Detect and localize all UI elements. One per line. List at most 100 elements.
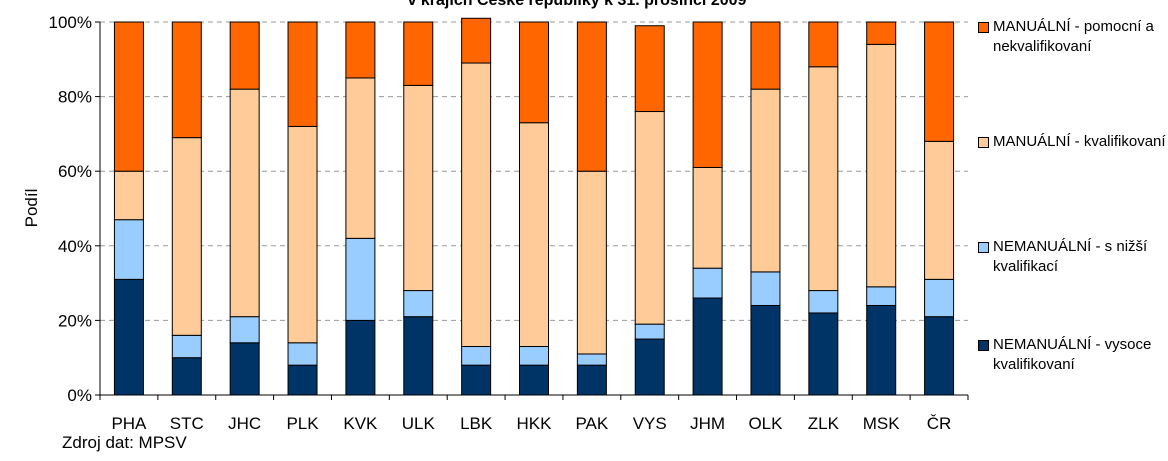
legend-item-nonmanual-high: NEMANUÁLNÍ - vysoce kvalifikovaní xyxy=(978,335,1168,375)
bar-segment xyxy=(461,17,492,64)
chart-title: v krajích České republiky k 31. prosinci… xyxy=(408,0,747,9)
bar-segment xyxy=(113,21,144,172)
bar-segment xyxy=(403,21,434,86)
legend-label: MANUÁLNÍ - pomocní a nekvalifikovaní xyxy=(993,18,1154,55)
legend-label: MANUÁLNÍ - kvalifikovaní xyxy=(993,133,1166,150)
bar-segment xyxy=(692,297,723,396)
y-tick-label: 20% xyxy=(58,311,92,330)
bar-segment xyxy=(171,137,202,336)
bar-segment xyxy=(866,21,897,45)
y-tick-label: 60% xyxy=(58,162,92,181)
legend-item-nonmanual-lower: NEMANUÁLNÍ - s nižší kvalifikací xyxy=(978,237,1168,277)
legend-item-manual-unskilled: MANUÁLNÍ - pomocní a nekvalifikovaní xyxy=(978,17,1168,57)
bar-segment xyxy=(403,316,434,396)
y-ticks: 0% 20% 40% 60% 80% 100% xyxy=(49,13,100,405)
bar-segment xyxy=(808,312,839,396)
bar-segment xyxy=(229,316,260,344)
bar-segment xyxy=(750,271,781,306)
bar-segment xyxy=(345,319,376,396)
bar-segment xyxy=(229,21,260,90)
bar-segment xyxy=(634,323,665,340)
bar-segment xyxy=(461,364,492,396)
x-tick-label: VYS xyxy=(633,414,667,433)
x-tick-label: LBK xyxy=(460,414,493,433)
legend-label: NEMANUÁLNÍ - vysoce kvalifikovaní xyxy=(993,336,1152,373)
bar-segment xyxy=(576,353,607,366)
bar-segment xyxy=(866,286,897,306)
legend-item-manual-skilled: MANUÁLNÍ - kvalifikovaní xyxy=(978,132,1168,152)
bar-segment xyxy=(519,346,549,366)
bar-segment xyxy=(808,21,839,68)
bar-segment xyxy=(171,21,202,139)
legend-swatch xyxy=(978,22,989,33)
bar-segment xyxy=(287,125,318,344)
x-tick-label: ULK xyxy=(402,414,436,433)
bar-segment xyxy=(461,346,492,366)
bar-segment xyxy=(692,267,723,299)
bar-segment xyxy=(750,88,781,273)
bar-segment xyxy=(287,364,318,396)
axes xyxy=(99,22,968,396)
bar-segment xyxy=(345,77,376,239)
bar-segment xyxy=(634,25,665,113)
bars xyxy=(113,17,955,396)
bar-segment xyxy=(345,21,376,79)
bar-segment xyxy=(171,334,202,359)
y-tick-label: 100% xyxy=(49,13,92,32)
bar-segment xyxy=(287,21,318,127)
x-tick-label: ČR xyxy=(927,414,952,433)
bar-segment xyxy=(113,278,144,396)
bar-segment xyxy=(171,357,202,396)
legend-swatch xyxy=(978,137,989,148)
bar-segment xyxy=(808,66,839,292)
bar-segment xyxy=(576,364,607,396)
bar-segment xyxy=(692,21,723,168)
bar-segment xyxy=(924,278,955,318)
y-tick-label: 80% xyxy=(58,88,92,107)
bar-segment xyxy=(750,21,781,90)
bar-segment xyxy=(403,290,434,318)
x-tick-label: JHM xyxy=(690,414,725,433)
x-tick-label: HKK xyxy=(517,414,553,433)
legend-swatch xyxy=(978,340,989,351)
y-tick-label: 0% xyxy=(67,386,92,405)
bar-segment xyxy=(634,111,665,325)
bar-segment xyxy=(924,21,955,142)
bar-segment xyxy=(461,62,492,348)
bar-segment xyxy=(634,338,665,396)
bar-segment xyxy=(692,166,723,269)
bar-segment xyxy=(576,21,607,172)
bar-segment xyxy=(345,237,376,321)
x-tick-label: PHA xyxy=(111,414,147,433)
legend-label: NEMANUÁLNÍ - s nižší kvalifikací xyxy=(993,238,1148,275)
bar-segment xyxy=(576,170,607,355)
y-tick-label: 40% xyxy=(58,237,92,256)
x-tick-label: KVK xyxy=(343,414,378,433)
bar-segment xyxy=(403,84,434,292)
bar-segment xyxy=(924,316,955,396)
x-tick-label: ZLK xyxy=(808,414,840,433)
bar-segment xyxy=(113,219,144,280)
x-tick-label: STC xyxy=(170,414,204,433)
bar-segment xyxy=(229,88,260,318)
legend-swatch xyxy=(978,242,989,253)
x-ticks: PHA STC JHC PLK KVK ULK LBK HKK PAK VYS JHM OLK ZLK M… xyxy=(99,395,969,433)
x-tick-label: PAK xyxy=(575,414,608,433)
source-note: Zdroj dat: MPSV xyxy=(62,433,187,452)
x-tick-label: MSK xyxy=(863,414,901,433)
bar-segment xyxy=(866,43,897,288)
x-tick-label: PLK xyxy=(286,414,319,433)
bar-segment xyxy=(750,304,781,396)
bar-segment xyxy=(229,342,260,396)
bar-segment xyxy=(924,140,955,280)
bar-segment xyxy=(808,290,839,314)
bar-segment xyxy=(287,342,318,366)
bar-segment xyxy=(519,364,549,396)
bar-segment xyxy=(519,122,549,348)
y-axis-label: Podíl xyxy=(22,189,41,228)
bar-segment xyxy=(519,21,549,124)
x-tick-label: OLK xyxy=(748,414,783,433)
bar-segment xyxy=(866,304,897,396)
bar-segment xyxy=(113,170,144,221)
